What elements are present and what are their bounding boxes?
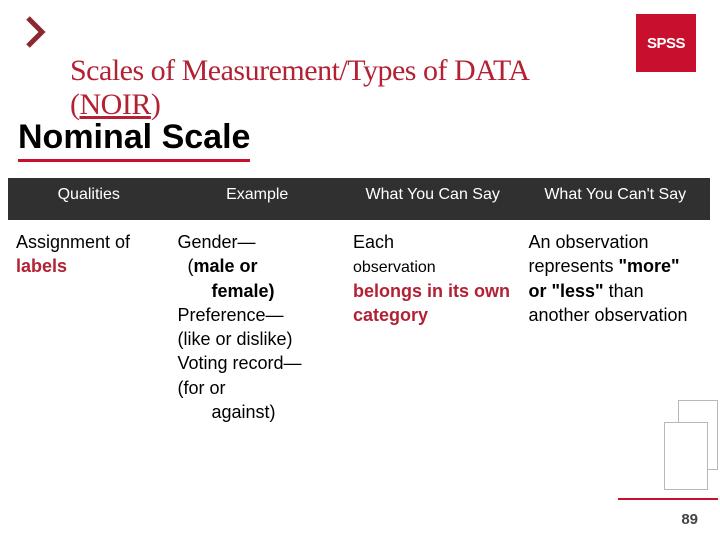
chevron-icon <box>24 14 52 50</box>
qualities-bold: labels <box>16 256 67 276</box>
table-header-row: Qualities Example What You Can Say What … <box>8 178 710 220</box>
col-header-cant-say: What You Can't Say <box>520 178 710 220</box>
title-noir: NOIR <box>80 88 151 121</box>
section-heading: Nominal Scale <box>18 118 250 162</box>
ex-l2-wrap: (male or <box>177 254 257 278</box>
ex-l1: Gender— <box>177 232 255 252</box>
col-header-example: Example <box>169 178 345 220</box>
ex-l8: against) <box>177 400 275 424</box>
slide-title: Scales of Measurement/Types of DATA (NOI… <box>70 54 620 122</box>
spss-logo-text: SPSS <box>647 35 685 52</box>
ex-l7: (for or <box>177 378 225 398</box>
ex-l3a: female <box>211 281 268 301</box>
cell-qualities: Assignment of labels <box>8 220 169 434</box>
ex-l2b: male or <box>193 256 257 276</box>
col-header-qualities: Qualities <box>8 178 169 220</box>
qualities-text: Assignment of <box>16 232 130 252</box>
ex-l6: Voting record— <box>177 353 301 373</box>
cansay-c: belongs in its own category <box>353 281 510 325</box>
cansay-b: observation <box>353 259 436 276</box>
table-row: Assignment of labels Gender— (male or fe… <box>8 220 710 434</box>
ex-l3b: ) <box>269 281 275 301</box>
cell-example: Gender— (male or female) Preference— (li… <box>169 220 345 434</box>
ex-l4: Preference— <box>177 305 283 325</box>
ex-l3-wrap: female) <box>177 279 274 303</box>
nominal-scale-table: Qualities Example What You Can Say What … <box>8 178 710 434</box>
title-suffix: ) <box>151 88 161 121</box>
spss-logo: SPSS <box>636 14 696 72</box>
ex-l5: (like or dislike) <box>177 329 292 349</box>
page-number: 89 <box>681 511 698 528</box>
cell-cant-say: An observation represents "more" or "les… <box>520 220 710 434</box>
cell-can-say: Each observation belongs in its own cate… <box>345 220 521 434</box>
cansay-a: Each <box>353 232 394 252</box>
col-header-can-say: What You Can Say <box>345 178 521 220</box>
